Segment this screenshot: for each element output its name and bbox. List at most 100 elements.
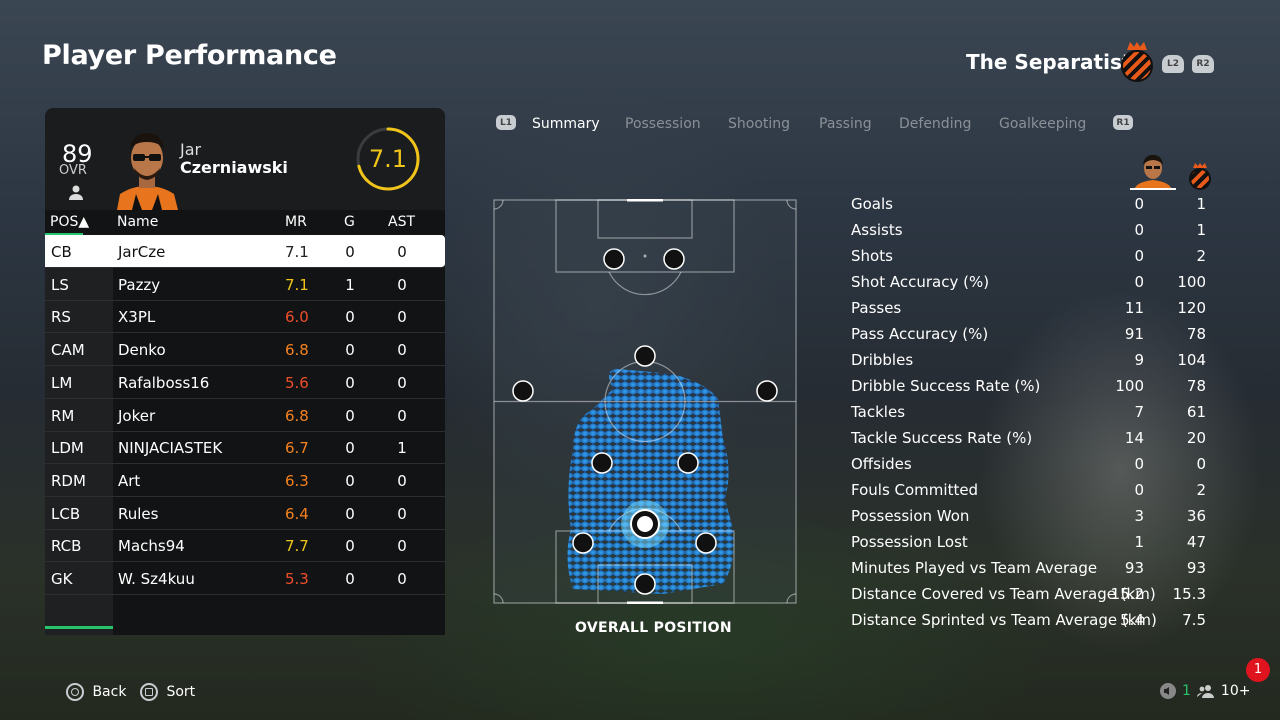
l2-button-hint[interactable]: L2 [1162, 55, 1184, 73]
party-icon [1196, 685, 1214, 698]
table-row[interactable]: RS X3PL 6.0 0 0 [45, 300, 445, 334]
cell-name: NINJACIASTEK [118, 439, 223, 458]
table-row[interactable]: LCB Rules 6.4 0 0 [45, 497, 445, 530]
cell-assists: 0 [397, 537, 407, 556]
stat-label: Distance Covered vs Team Average (km) [851, 585, 1156, 603]
cell-position: LS [51, 275, 69, 294]
cell-assists: 1 [397, 439, 407, 458]
stat-player-value: 0 [1134, 221, 1144, 239]
tab-summary[interactable]: Summary [532, 116, 600, 132]
r1-button-hint[interactable]: R1 [1113, 115, 1133, 130]
rating-ring-arc [356, 127, 420, 191]
cell-match-rating: 7.1 [285, 243, 309, 261]
cell-name: W. Sz4kuu [118, 570, 195, 588]
stat-player-value: 14 [1124, 429, 1144, 447]
stat-row: Offsides 0 0 [851, 455, 1206, 481]
stat-team-value: 20 [1186, 429, 1206, 447]
stat-row: Assists 0 1 [851, 221, 1206, 247]
stat-label: Shots [851, 247, 893, 265]
stat-player-value: 5.4 [1120, 611, 1144, 629]
table-row[interactable]: RDM Art 6.3 0 0 [45, 464, 445, 497]
cell-match-rating: 6.3 [285, 471, 309, 490]
stat-team-value: 36 [1186, 507, 1206, 525]
l1-button-hint[interactable]: L1 [496, 115, 516, 130]
stat-row: Pass Accuracy (%) 91 78 [851, 325, 1206, 351]
header-name[interactable]: Name [117, 214, 159, 230]
speaker-icon [1160, 683, 1176, 699]
marker-ldm [591, 452, 613, 474]
stat-player-value: 3 [1134, 507, 1144, 525]
player-first-name: Jar [180, 140, 202, 159]
table-row[interactable]: LDM NINJACIASTEK 6.7 0 1 [45, 431, 445, 465]
cell-name: Rules [118, 504, 159, 523]
cell-name: Joker [118, 406, 156, 425]
player-card [45, 108, 445, 210]
table-row[interactable]: CAM Denko 6.8 0 0 [45, 333, 445, 367]
stat-label: Shot Accuracy (%) [851, 273, 990, 291]
stat-label: Goals [851, 195, 893, 213]
header-g[interactable]: G [344, 214, 355, 230]
stat-label: Distance Sprinted vs Team Average (km) [851, 611, 1157, 629]
cell-assists: 0 [397, 243, 407, 261]
stat-label: Minutes Played vs Team Average [851, 559, 1098, 577]
notification-badge[interactable]: 1 [1246, 658, 1270, 682]
cell-assists: 0 [397, 471, 407, 490]
cell-name: Pazzy [118, 275, 161, 294]
header-ast[interactable]: AST [388, 214, 416, 230]
stat-team-value: 2 [1196, 481, 1206, 499]
player-match-rating: 7.1 [368, 145, 408, 173]
stat-team-value: 104 [1177, 351, 1206, 369]
cell-assists: 0 [397, 406, 407, 425]
players-table: POS▲ Name MR G AST CB JarCze 7.1 0 0 LS Pazzy 7… [45, 210, 445, 635]
table-row[interactable]: LM Rafalboss16 5.6 0 0 [45, 366, 445, 399]
back-button[interactable]: Back [66, 683, 126, 701]
stat-player-value: 0 [1134, 195, 1144, 213]
tab-defending[interactable]: Defending [899, 116, 972, 132]
stat-player-value: 1 [1134, 533, 1144, 551]
formation-markers [512, 248, 778, 595]
tab-passing[interactable]: Passing [819, 116, 872, 132]
cell-position: CAM [51, 341, 85, 360]
tab-goalkeeping[interactable]: Goalkeeping [999, 116, 1087, 132]
cell-goals: 0 [345, 471, 355, 490]
table-row[interactable]: RCB Machs94 7.7 0 0 [45, 529, 445, 563]
scroll-indicator [45, 626, 113, 629]
stat-row: Distance Covered vs Team Average (km) 15.… [851, 585, 1206, 611]
cell-name: Rafalboss16 [118, 373, 210, 392]
stat-label: Possession Won [851, 507, 970, 525]
table-row[interactable]: LS Pazzy 7.1 1 0 [45, 268, 445, 301]
stat-player-value: 0 [1134, 455, 1144, 473]
marker-rm [756, 380, 778, 402]
cell-match-rating: 5.3 [285, 570, 309, 588]
table-row[interactable]: GK W. Sz4kuu 5.3 0 0 [45, 562, 445, 595]
header-pos[interactable]: POS▲ [50, 214, 90, 230]
stat-team-value: 15.3 [1172, 585, 1206, 603]
marker-rdm [677, 452, 699, 474]
stat-row: Possession Won 3 36 [851, 507, 1206, 533]
cell-position: GK [51, 570, 73, 588]
cell-name: X3PL [118, 308, 156, 327]
stat-label: Dribble Success Rate (%) [851, 377, 1041, 395]
page-title: Player Performance [42, 40, 337, 71]
tab-possession[interactable]: Possession [625, 116, 701, 132]
sort-button[interactable]: Sort [140, 683, 195, 701]
stat-team-value: 100 [1177, 273, 1206, 291]
person-icon [68, 184, 84, 204]
table-row[interactable]: RM Joker 6.8 0 0 [45, 399, 445, 432]
table-row[interactable]: CB JarCze 7.1 0 0 [45, 235, 445, 268]
rating-ring [356, 127, 420, 191]
cell-assists: 0 [397, 504, 407, 523]
stat-player-value: 0 [1134, 273, 1144, 291]
cell-match-rating: 7.7 [285, 537, 309, 556]
header-mr[interactable]: MR [285, 214, 307, 230]
cell-position: RS [51, 308, 71, 327]
cell-name: Art [118, 471, 141, 490]
marker-rcb [695, 532, 717, 554]
stat-team-value: 61 [1186, 403, 1206, 421]
stat-player-value: 93 [1124, 559, 1144, 577]
stat-team-value: 47 [1186, 533, 1206, 551]
r2-button-hint[interactable]: R2 [1192, 55, 1214, 73]
tab-shooting[interactable]: Shooting [728, 116, 791, 132]
stat-team-value: 78 [1186, 377, 1206, 395]
player-column-portrait-icon [1130, 152, 1176, 190]
